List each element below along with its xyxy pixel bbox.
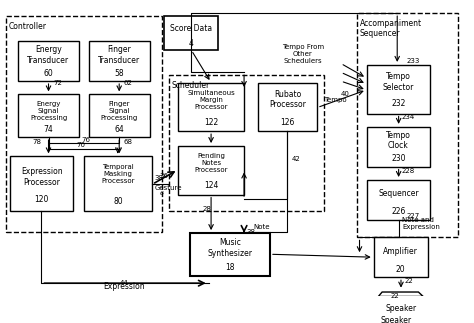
- Text: 58: 58: [114, 68, 124, 78]
- Text: 227: 227: [407, 213, 420, 219]
- Text: Scheduler: Scheduler: [171, 81, 210, 90]
- Text: 40: 40: [341, 91, 349, 97]
- Text: Energy
Transducer: Energy Transducer: [27, 46, 70, 65]
- Text: Speaker: Speaker: [381, 316, 412, 323]
- Text: 234: 234: [402, 114, 415, 120]
- Bar: [169, 75, 324, 211]
- Text: 78: 78: [32, 140, 41, 145]
- Bar: [89, 41, 150, 81]
- Text: Finger
Transducer: Finger Transducer: [98, 46, 140, 65]
- Text: 80: 80: [113, 197, 123, 205]
- Text: Note: Note: [254, 224, 270, 230]
- Text: Tempo: Tempo: [324, 97, 347, 103]
- Text: Gesture: Gesture: [155, 185, 182, 191]
- Text: 62: 62: [124, 80, 133, 87]
- Bar: [18, 41, 79, 81]
- Text: Expression: Expression: [103, 282, 145, 291]
- Text: Expression
Processor: Expression Processor: [21, 167, 63, 187]
- Text: Accompaniment
Sequencer: Accompaniment Sequencer: [359, 19, 422, 38]
- Text: 38: 38: [155, 175, 164, 181]
- Bar: [10, 156, 73, 211]
- Text: 22: 22: [404, 278, 413, 284]
- Text: 230: 230: [391, 154, 406, 163]
- Bar: [357, 13, 458, 237]
- Text: 68: 68: [124, 140, 133, 145]
- Text: 6: 6: [159, 191, 163, 196]
- Bar: [178, 146, 244, 195]
- Text: 126: 126: [281, 118, 295, 127]
- Text: 76: 76: [82, 137, 91, 142]
- Text: 124: 124: [204, 182, 218, 190]
- Text: Amplifier: Amplifier: [383, 247, 418, 256]
- Text: Note and
Expression: Note and Expression: [402, 217, 440, 230]
- Bar: [366, 65, 430, 113]
- Text: 226: 226: [391, 207, 406, 216]
- Text: 60: 60: [44, 68, 54, 78]
- Text: 232: 232: [391, 99, 406, 108]
- Text: Pending
Notes
Processor: Pending Notes Processor: [194, 153, 228, 173]
- Text: 38: 38: [246, 229, 255, 235]
- Text: Rubato
Processor: Rubato Processor: [269, 90, 306, 109]
- Text: 70: 70: [77, 142, 86, 149]
- Bar: [190, 233, 270, 276]
- Text: 74: 74: [44, 125, 54, 134]
- Text: 228: 228: [402, 168, 415, 173]
- Text: Score Data: Score Data: [170, 24, 212, 33]
- Text: 22: 22: [390, 293, 399, 299]
- Text: Energy
Signal
Processing: Energy Signal Processing: [30, 100, 67, 120]
- Text: 4: 4: [189, 39, 193, 48]
- Text: Tempo
Selector: Tempo Selector: [383, 72, 414, 91]
- Text: 120: 120: [35, 195, 49, 204]
- Polygon shape: [378, 292, 423, 297]
- Text: Tempo From
Other
Schedulers: Tempo From Other Schedulers: [282, 44, 324, 64]
- Text: Finger
Signal
Processing: Finger Signal Processing: [100, 100, 138, 120]
- Text: 122: 122: [204, 118, 218, 127]
- Text: Tempo
Clock: Tempo Clock: [386, 131, 411, 151]
- Bar: [178, 83, 244, 131]
- Text: 64: 64: [114, 125, 124, 134]
- Text: Controller: Controller: [9, 22, 46, 31]
- Text: 42: 42: [291, 156, 300, 162]
- Bar: [374, 237, 428, 277]
- Text: Sequencer: Sequencer: [378, 189, 419, 198]
- Text: 28: 28: [202, 206, 211, 212]
- Bar: [258, 83, 317, 131]
- Text: 233: 233: [407, 58, 420, 64]
- Text: 20: 20: [396, 265, 406, 274]
- Bar: [366, 180, 430, 220]
- Bar: [382, 301, 410, 310]
- Bar: [164, 16, 218, 50]
- Text: Speaker: Speaker: [385, 304, 417, 313]
- Bar: [366, 127, 430, 167]
- Bar: [18, 94, 79, 137]
- Bar: [89, 94, 150, 137]
- Text: 36: 36: [159, 173, 168, 179]
- Text: 44: 44: [119, 280, 128, 286]
- Text: 72: 72: [53, 80, 62, 87]
- Text: 18: 18: [225, 263, 235, 272]
- Text: Music
Synthesizer: Music Synthesizer: [208, 238, 253, 258]
- Text: Temporal
Masking
Processor: Temporal Masking Processor: [101, 164, 135, 184]
- Text: Simultaneous
Margin
Processor: Simultaneous Margin Processor: [187, 89, 235, 109]
- Bar: [84, 156, 152, 211]
- Bar: [6, 16, 162, 232]
